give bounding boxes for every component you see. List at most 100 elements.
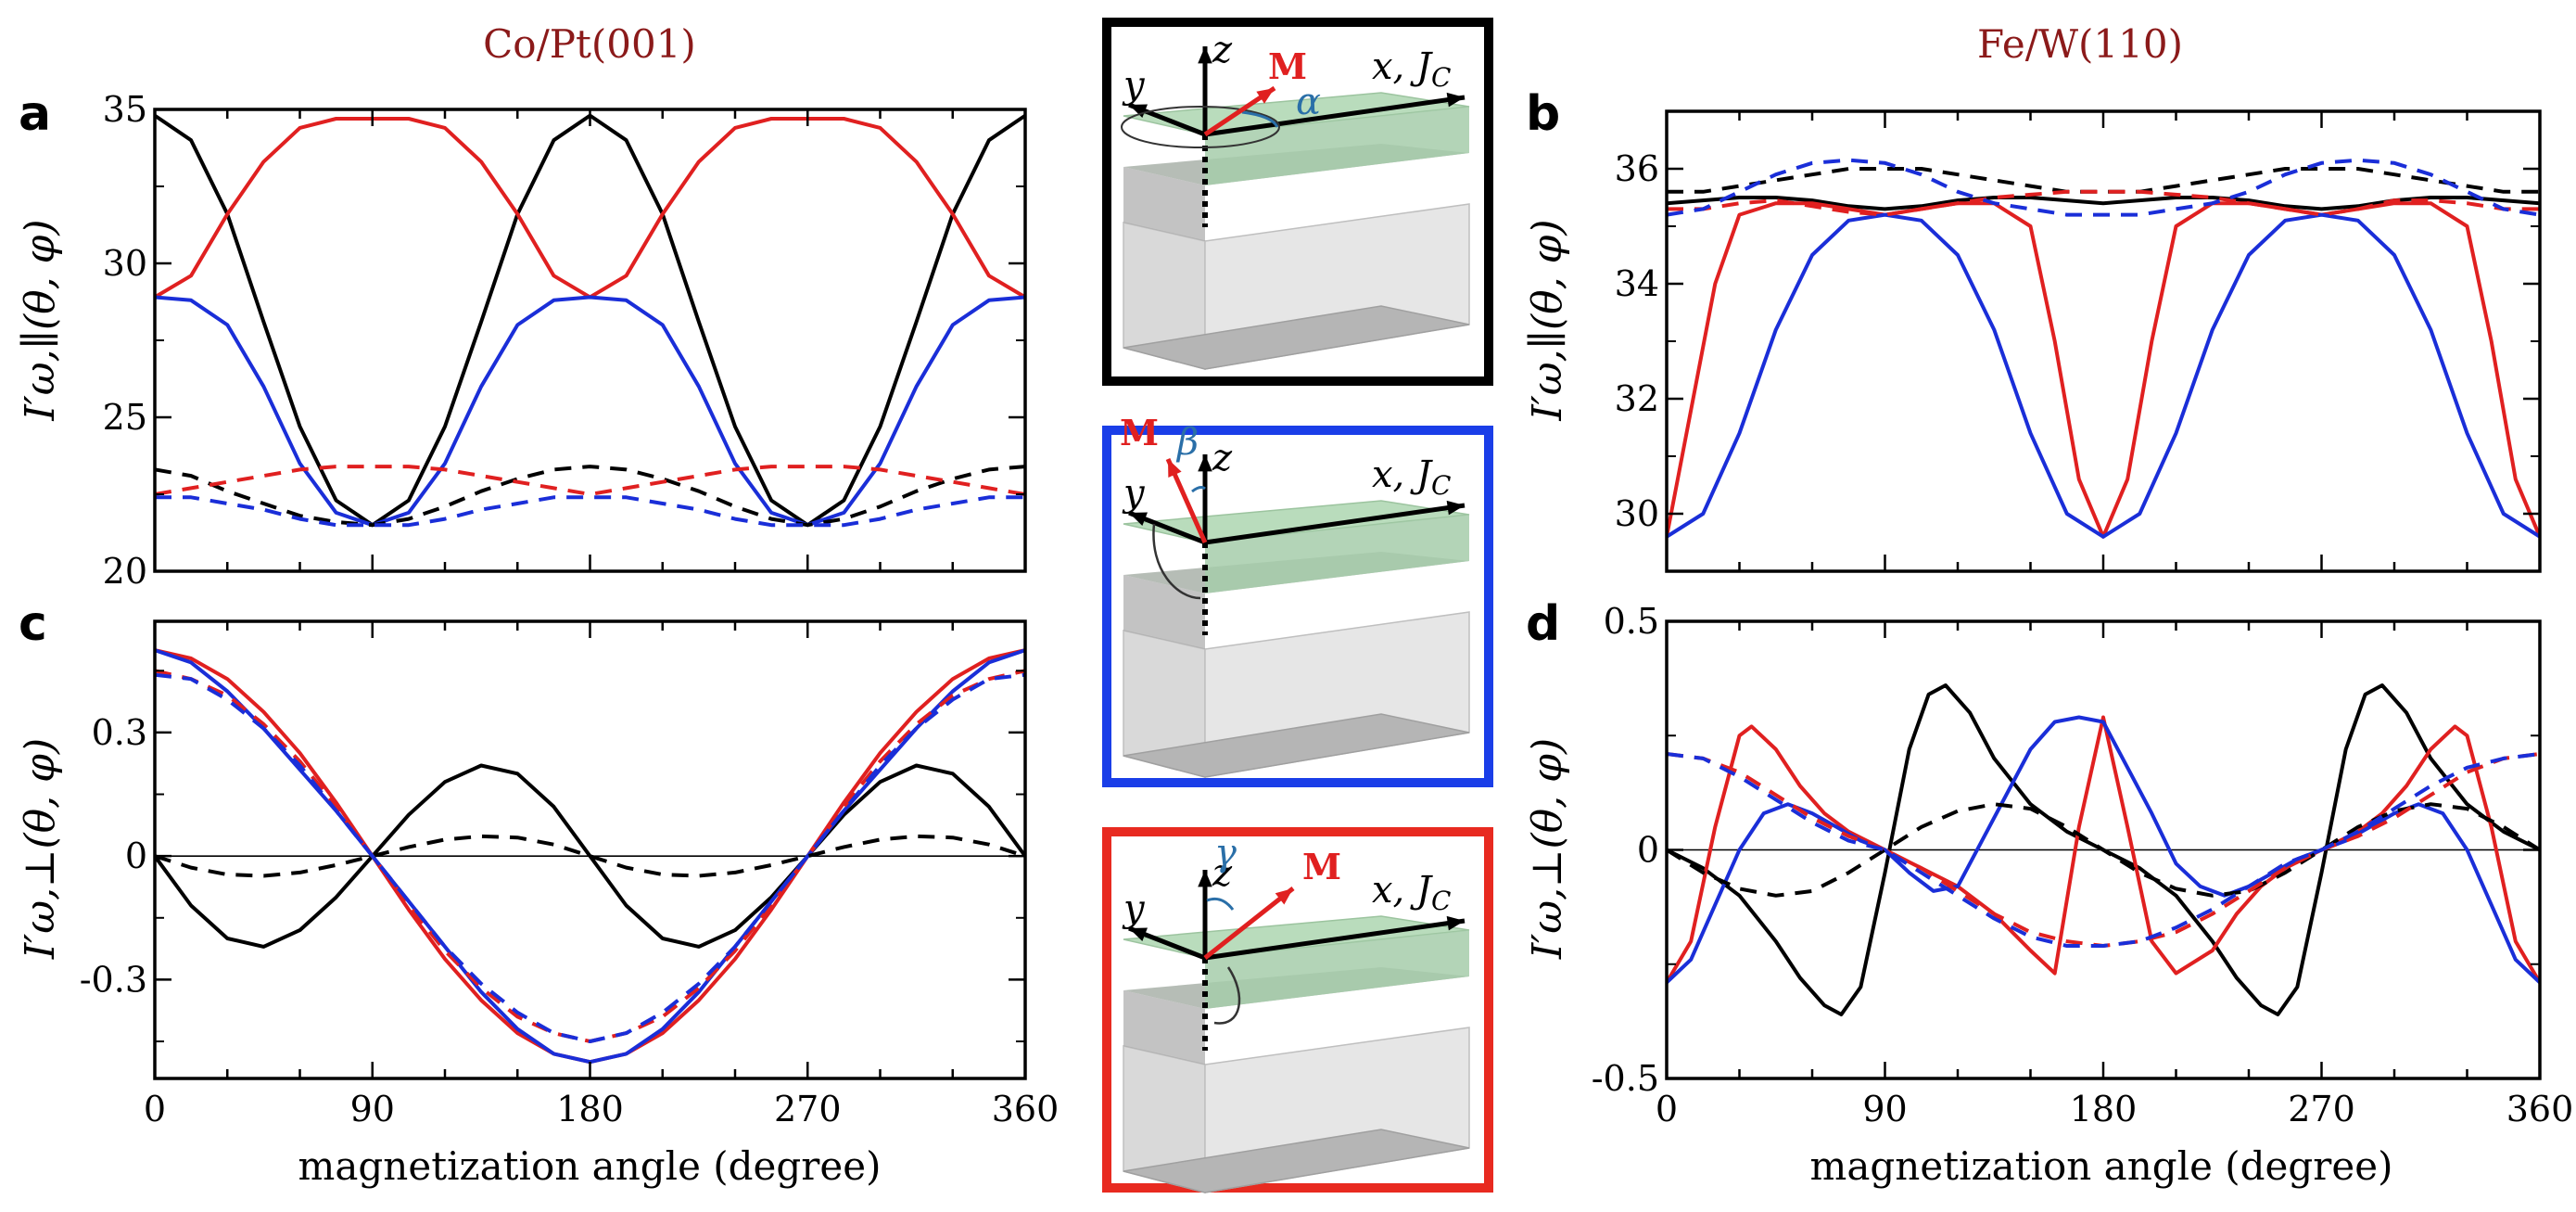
z-label: z (1212, 437, 1233, 479)
title-copt: Co/Pt(001) (483, 21, 696, 67)
x-axis-arrow-head (1446, 915, 1465, 931)
z-label: z (1212, 29, 1233, 71)
ytick-label-a: 25 (103, 397, 147, 438)
y-axis-arrow-head (1129, 104, 1148, 118)
box-bottom-face (1123, 305, 1470, 370)
ytick-label-b: 34 (1615, 263, 1659, 304)
xtick-label-c: 90 (350, 1089, 395, 1129)
xtick-label-c: 360 (992, 1089, 1060, 1129)
panel-letter-c: c (19, 596, 47, 652)
z-axis-arrow-head (1198, 46, 1212, 64)
xtick-label-c: 0 (144, 1089, 166, 1129)
axes-frame-a (153, 108, 1027, 573)
xtick-label-d: 270 (2288, 1089, 2355, 1129)
ylabel-b: I′ω,∥(θ, φ) (1524, 219, 1571, 421)
magnetization-label: M (1268, 45, 1307, 87)
panel-letter-a: a (19, 86, 51, 142)
series-line-d-5 (1667, 752, 2540, 948)
axes-frame-b (1665, 109, 2542, 573)
magnetization-label: M (1302, 846, 1341, 887)
series-line-b-4 (1667, 189, 2540, 217)
angle-label: α (1296, 81, 1321, 123)
ytick-label-a: 30 (103, 243, 147, 284)
x-axis-arrow-head (1446, 92, 1465, 108)
xlabel-c: magnetization angle (degree) (298, 1143, 882, 1189)
green-front (1205, 930, 1469, 1009)
magnetization-arrow (1203, 887, 1295, 960)
z-label: z (1212, 852, 1233, 895)
series-line-a-1 (155, 117, 1025, 300)
xtick-label-c: 270 (774, 1089, 842, 1129)
angle-ellipse (1213, 966, 1241, 1025)
box-bottom-face (1123, 1129, 1470, 1193)
magnetization-arrow-head (1168, 459, 1182, 478)
angle-arc (1241, 110, 1279, 128)
series-line-c-5 (155, 672, 1025, 1043)
green-front (1205, 515, 1469, 593)
x-axis-arrow-head (1446, 500, 1465, 516)
ytick-label-d: 0.5 (1604, 601, 1659, 642)
xtick-label-d: 180 (2070, 1089, 2138, 1129)
ytick-label-d: -0.5 (1592, 1058, 1659, 1099)
y-label: y (1122, 64, 1146, 107)
y-label: y (1122, 887, 1146, 930)
y-label: y (1122, 472, 1146, 515)
series-line-b-1 (1667, 201, 2540, 539)
series-line-b-5 (1667, 158, 2540, 217)
ytick-label-c: -0.3 (80, 959, 147, 1000)
xtick-label-d: 90 (1862, 1089, 1907, 1129)
series-line-a-5 (155, 495, 1025, 528)
series-line-b-3 (1667, 167, 2540, 194)
magnetization-arrow-head (1256, 88, 1275, 104)
ytick-label-a: 20 (103, 551, 147, 592)
series-line-a-2 (155, 295, 1025, 528)
chart-panel-a: 20 25 30 35 (103, 89, 1027, 592)
series-line-d-3 (1667, 802, 2540, 898)
angle-ellipse (1121, 106, 1280, 148)
chart-panel-b: 30 32 34 36 (1615, 109, 2542, 573)
x-axis-arrow (1204, 503, 1466, 545)
series-line-a-0 (155, 113, 1025, 528)
y-axis-arrow-head (1129, 927, 1148, 941)
ytick-label-b: 36 (1615, 148, 1659, 189)
series-line-d-1 (1667, 715, 2540, 985)
x-label-subscript: C (1431, 470, 1451, 501)
title-few: Fe/W(110) (1977, 21, 2183, 67)
panel-letter-b: b (1526, 86, 1560, 142)
ylabel-d: I′ω,⊥(θ, φ) (1524, 738, 1571, 960)
green-front (1205, 107, 1469, 185)
ytick-label-b: 30 (1615, 493, 1659, 534)
series-group-d (1667, 683, 2540, 1016)
box-bottom-face (1123, 713, 1470, 778)
ytick-label-c: 0 (125, 836, 147, 876)
x-label-subscript: C (1431, 62, 1451, 93)
ytick-label-a: 35 (103, 89, 147, 130)
ytick-label-b: 32 (1615, 378, 1659, 419)
chart-panel-c: 0 90 180 270 360 -0.3 0 0.3 (80, 619, 1060, 1129)
angle-arc (1191, 486, 1206, 493)
series-line-a-4 (155, 465, 1025, 496)
xtick-label-d: 360 (2506, 1089, 2574, 1129)
xtick-label-c: 180 (556, 1089, 624, 1129)
layer-side (1123, 167, 1205, 241)
magnetization-label: M (1120, 412, 1159, 453)
y-axis-arrow-head (1129, 512, 1148, 526)
angle-label: γ (1214, 832, 1237, 874)
x-label-subscript: C (1431, 886, 1451, 916)
series-line-d-2 (1667, 715, 2540, 985)
series-line-a-3 (155, 465, 1025, 528)
layer-side (1123, 990, 1205, 1065)
z-axis-arrow-head (1198, 870, 1212, 887)
ytick-label-c: 0.3 (92, 712, 147, 753)
angle-ellipse (1152, 523, 1201, 600)
chart-panel-d: 0 90 180 270 360-0.500.5 (1592, 601, 2574, 1129)
panel-letter-d: d (1526, 596, 1560, 652)
x-axis-arrow (1204, 918, 1466, 961)
ylabel-c: I′ω,⊥(θ, φ) (17, 738, 64, 960)
ylabel-a: I′ω,∥(θ, φ) (17, 219, 64, 421)
geometry-inset-beta: zy x, JCM β (1102, 412, 1493, 787)
x-axis-arrow (1204, 95, 1466, 137)
